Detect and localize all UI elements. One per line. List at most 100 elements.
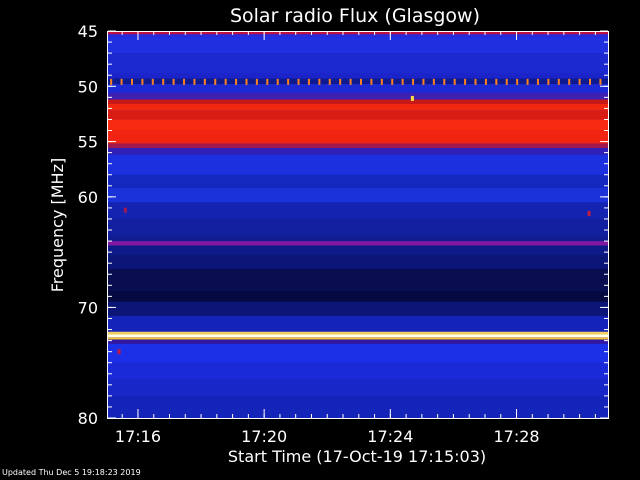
frequency-band <box>108 148 608 155</box>
frequency-band <box>108 103 608 111</box>
frequency-band <box>108 73 608 79</box>
frequency-band <box>108 53 608 74</box>
calibration-marker <box>276 78 279 85</box>
calibration-marker <box>370 78 373 85</box>
calibration-marker <box>401 78 404 85</box>
x-axis-label: Start Time (17-Oct-19 17:15:03) <box>228 447 486 466</box>
frequency-band <box>108 316 608 332</box>
plot-frame <box>107 31 609 419</box>
calibration-marker <box>328 78 331 85</box>
frequency-band <box>108 110 608 120</box>
calibration-marker <box>214 78 217 85</box>
calibration-marker <box>578 78 581 85</box>
frequency-band <box>108 99 608 104</box>
axes: 45 50 55 60 70 80 17:16 17:20 17:24 17:28 <box>78 22 608 446</box>
frequency-band <box>108 254 608 269</box>
calibration-marker <box>589 78 592 85</box>
spectrogram-plot <box>108 31 608 418</box>
frequency-band <box>108 339 608 344</box>
frequency-band <box>108 34 608 38</box>
frequency-band <box>108 84 608 93</box>
burst-spot <box>410 95 414 101</box>
frequency-band <box>108 235 608 242</box>
frequency-band <box>108 379 608 396</box>
frequency-band <box>108 130 608 144</box>
frequency-band <box>108 245 608 255</box>
frequency-band <box>108 337 608 340</box>
calibration-marker <box>557 78 560 85</box>
calibration-marker <box>359 78 362 85</box>
calibration-marker <box>339 78 342 85</box>
frequency-band <box>108 154 608 175</box>
calibration-marker <box>224 78 227 85</box>
y-tick-label: 70 <box>78 298 98 317</box>
y-tick-label: 55 <box>78 133 98 152</box>
calibration-marker <box>141 78 144 85</box>
calibration-marker <box>120 78 123 85</box>
calibration-marker <box>484 78 487 85</box>
calibration-marker <box>266 78 269 85</box>
frequency-band <box>108 331 608 335</box>
frequency-band <box>108 143 608 149</box>
frequency-band <box>108 395 608 418</box>
calibration-marker <box>495 78 498 85</box>
calibration-marker <box>151 78 154 85</box>
frequency-band <box>108 218 608 236</box>
calibration-marker <box>235 78 238 85</box>
calibration-marker <box>474 78 477 85</box>
calibration-marker <box>464 78 467 85</box>
burst-spot <box>117 349 121 355</box>
y-axis-label: Frequency [MHz] <box>48 158 67 292</box>
frequency-band <box>108 37 608 54</box>
frequency-band <box>108 174 608 189</box>
calibration-marker <box>349 78 352 85</box>
calibration-marker <box>297 78 300 85</box>
calibration-marker <box>307 78 310 85</box>
calibration-marker <box>453 78 456 85</box>
y-tick-label: 80 <box>78 409 98 428</box>
calibration-marker <box>255 78 258 85</box>
calibration-marker <box>536 78 539 85</box>
x-tick-label: 17:24 <box>367 427 413 446</box>
y-tick-label: 60 <box>78 188 98 207</box>
calibration-marker <box>172 78 175 85</box>
frequency-band <box>108 268 608 291</box>
frequency-band <box>108 119 608 131</box>
calibration-marker <box>245 78 248 85</box>
x-tick-label: 17:16 <box>115 427 161 446</box>
calibration-marker <box>380 78 383 85</box>
burst-spot <box>587 210 591 216</box>
frequency-band <box>108 31 608 35</box>
burst-spot <box>123 207 127 213</box>
calibration-marker <box>422 78 425 85</box>
y-tick-label: 45 <box>78 22 98 41</box>
calibration-marker <box>391 78 394 85</box>
frequency-band <box>108 362 608 380</box>
calibration-marker <box>162 78 165 85</box>
frequency-band <box>108 290 608 302</box>
calibration-marker <box>287 78 290 85</box>
calibration-marker <box>599 78 602 85</box>
chart-title: Solar radio Flux (Glasgow) <box>230 5 480 27</box>
calibration-marker <box>412 78 415 85</box>
calibration-marker <box>130 78 133 85</box>
calibration-marker <box>516 78 519 85</box>
calibration-marker <box>183 78 186 85</box>
frequency-band <box>108 92 608 100</box>
calibration-marker <box>505 78 508 85</box>
x-tick-label: 17:28 <box>493 427 539 446</box>
frequency-band <box>108 78 608 85</box>
calibration-marker <box>203 78 206 85</box>
update-timestamp: Updated Thu Dec 5 19:18:23 2019 <box>2 468 141 477</box>
calibration-marker <box>568 78 571 85</box>
frequency-band <box>108 301 608 317</box>
calibration-marker <box>193 78 196 85</box>
calibration-marker <box>318 78 321 85</box>
calibration-marker <box>526 78 529 85</box>
frequency-band <box>108 202 608 219</box>
calibration-marker <box>432 78 435 85</box>
calibration-marker <box>547 78 550 85</box>
x-tick-label: 17:20 <box>241 427 287 446</box>
